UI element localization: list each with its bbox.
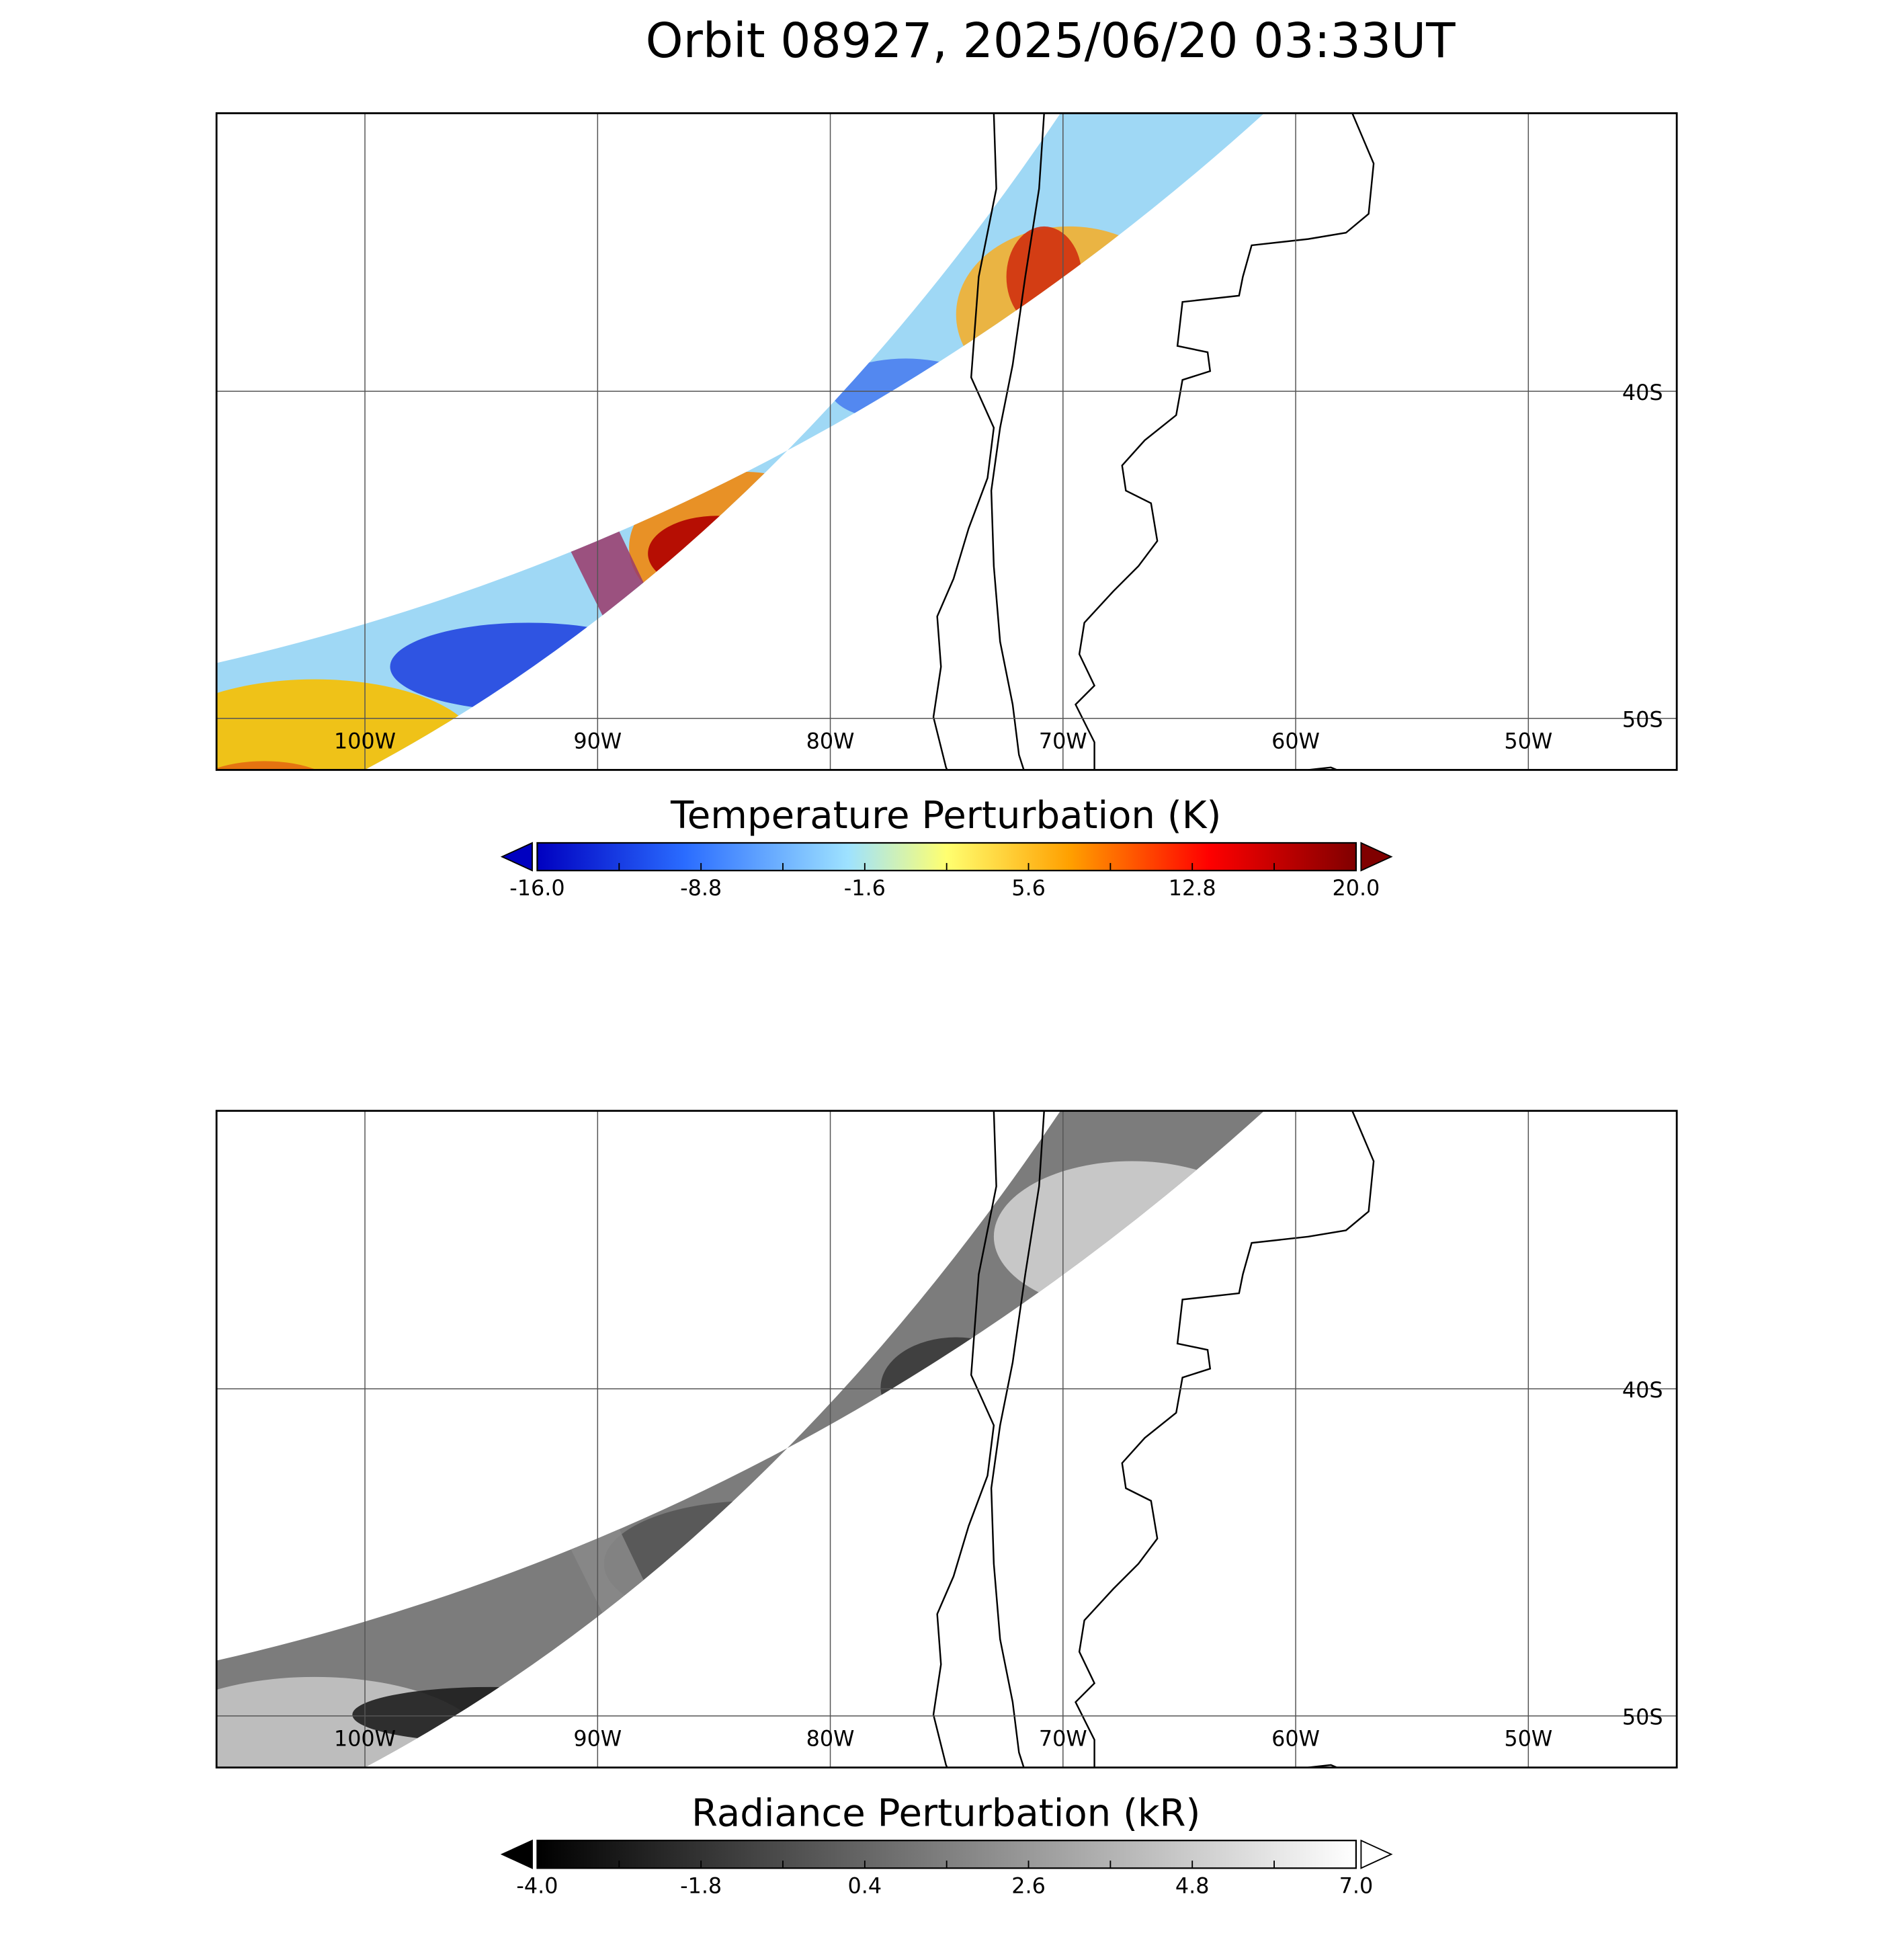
colorbar-title: Temperature Perturbation (K) — [670, 794, 1221, 838]
coastline — [990, 1110, 1045, 1768]
map-frame — [215, 112, 1678, 771]
coastlines — [932, 1110, 1375, 1768]
colorbar-tick-label: 20.0 — [1332, 875, 1380, 901]
swath-feature — [390, 622, 667, 711]
colorbar-tick-label: -1.8 — [680, 1873, 722, 1898]
lon-label: 80W — [806, 728, 855, 753]
coastline — [1075, 113, 1375, 770]
lat-label: 50S — [1622, 706, 1663, 732]
coastline — [1075, 1110, 1375, 1768]
lon-label: 50W — [1504, 728, 1552, 753]
colorbar-title: Radiance Perturbation (kR) — [691, 1791, 1200, 1835]
coastline — [932, 113, 997, 770]
colorbar-extend — [500, 842, 533, 872]
colorbar-tick-label: 4.8 — [1175, 1873, 1210, 1898]
colorbar-tick-label: 5.6 — [1011, 875, 1046, 901]
colorbar-tick-label: 0.4 — [848, 1873, 882, 1898]
coastline — [990, 113, 1045, 770]
swath-feature — [830, 358, 982, 421]
lon-label: 70W — [1039, 1725, 1087, 1751]
swath-feature — [603, 1500, 906, 1627]
coastline — [932, 1110, 997, 1768]
lat-label: 40S — [1622, 1377, 1663, 1403]
swath-feature — [648, 516, 787, 591]
colorbar-tick-label: 2.6 — [1011, 1873, 1046, 1898]
lon-label: 60W — [1271, 728, 1320, 753]
colorbar-tick-label: -8.8 — [680, 875, 722, 901]
colorbar-tick-label: 7.0 — [1339, 1873, 1374, 1898]
lon-label: 80W — [806, 1725, 855, 1751]
colorbar-tick-label: 12.8 — [1169, 875, 1216, 901]
lon-label: 70W — [1039, 728, 1087, 753]
lon-label: 50W — [1504, 1725, 1552, 1751]
swath-fill — [216, 113, 1265, 770]
swath-feature — [993, 1161, 1265, 1313]
coastline — [1304, 766, 1339, 770]
colorbar-extend — [1360, 1839, 1393, 1869]
lon-label: 90W — [573, 728, 622, 753]
swath-feature — [880, 1337, 1032, 1438]
lon-label: 60W — [1271, 1725, 1320, 1751]
map-frame — [215, 1110, 1678, 1769]
colorbar-tick-label: -16.0 — [509, 875, 564, 901]
swath — [216, 1110, 1265, 1768]
figure-title: Orbit 08927, 2025/06/20 03:33UT — [646, 13, 1456, 69]
lon-label: 100W — [334, 728, 396, 753]
swath-fill — [216, 1110, 1265, 1768]
swath-feature — [515, 660, 617, 724]
colorbar-extend — [500, 1839, 533, 1869]
coastlines — [932, 113, 1375, 770]
map-panel: 100W 90W 80W 70W 60W 50W 40S 50S — [215, 112, 1678, 771]
colorbar-tick-label: -1.6 — [844, 875, 886, 901]
swath-feature — [1006, 226, 1082, 327]
colorbar-extend — [1360, 842, 1393, 872]
coastline — [1304, 1764, 1339, 1768]
lat-label: 50S — [1622, 1705, 1663, 1730]
lat-label: 40S — [1622, 380, 1663, 405]
swath-base — [216, 1110, 1265, 1768]
map-panel: 100W 90W 80W 70W 60W 50W 40S 50S — [215, 1110, 1678, 1769]
lon-label: 90W — [573, 1725, 622, 1751]
lon-label: 100W — [334, 1725, 396, 1751]
swath — [216, 113, 1265, 770]
swath-feature — [216, 679, 478, 770]
colorbar-tick-label: -4.0 — [516, 1873, 558, 1898]
